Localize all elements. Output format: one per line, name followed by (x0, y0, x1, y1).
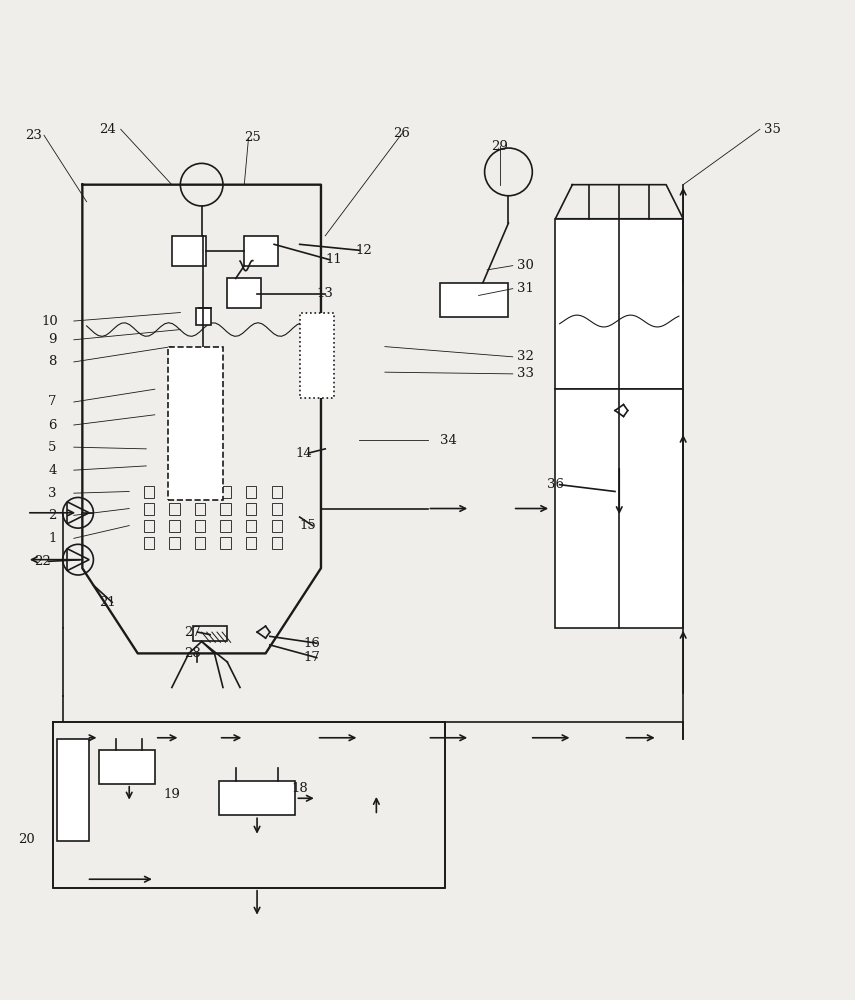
Bar (193, 626, 227, 641)
Bar (219, 781, 296, 815)
Bar (195, 486, 205, 498)
Text: 19: 19 (163, 788, 180, 801)
Bar (246, 537, 256, 549)
Text: 14: 14 (296, 447, 312, 460)
Bar (272, 486, 282, 498)
Text: 23: 23 (26, 129, 42, 142)
Text: 35: 35 (764, 123, 781, 136)
Text: 6: 6 (48, 419, 56, 432)
Text: 12: 12 (355, 244, 372, 257)
Bar (556, 389, 683, 628)
Bar (195, 503, 205, 515)
Bar (221, 503, 231, 515)
Bar (440, 283, 509, 317)
Bar (169, 520, 180, 532)
Text: 13: 13 (316, 287, 333, 300)
Bar (168, 347, 223, 500)
Text: 9: 9 (48, 333, 56, 346)
Text: 15: 15 (299, 519, 316, 532)
Bar (221, 486, 231, 498)
Text: 22: 22 (34, 555, 50, 568)
Text: 1: 1 (48, 532, 56, 545)
Bar (272, 520, 282, 532)
Bar (299, 313, 333, 398)
Text: 2: 2 (48, 509, 56, 522)
Bar (56, 739, 89, 841)
Text: 30: 30 (517, 259, 534, 272)
Text: 34: 34 (440, 434, 457, 447)
Text: 5: 5 (48, 441, 56, 454)
Text: 21: 21 (99, 596, 116, 609)
Text: 16: 16 (304, 637, 321, 650)
Text: 31: 31 (517, 282, 534, 295)
Bar (221, 520, 231, 532)
Text: 27: 27 (185, 626, 202, 639)
Bar (169, 537, 180, 549)
Text: 24: 24 (99, 123, 116, 136)
Text: 17: 17 (304, 651, 321, 664)
Bar (246, 486, 256, 498)
Text: 7: 7 (48, 395, 56, 408)
Text: 33: 33 (517, 367, 534, 380)
Bar (221, 537, 231, 549)
Bar (272, 537, 282, 549)
Bar (172, 236, 206, 266)
Bar (195, 537, 205, 549)
Text: 26: 26 (393, 127, 410, 140)
Bar (195, 520, 205, 532)
Bar (556, 219, 683, 389)
Bar (52, 722, 445, 888)
Text: 32: 32 (517, 350, 534, 363)
Text: 25: 25 (245, 131, 261, 144)
Bar (246, 520, 256, 532)
Bar (169, 486, 180, 498)
Text: 29: 29 (492, 140, 508, 153)
Text: 28: 28 (185, 647, 202, 660)
Bar (144, 520, 154, 532)
Text: 8: 8 (48, 355, 56, 368)
Text: 3: 3 (48, 487, 56, 500)
Bar (144, 537, 154, 549)
Bar (196, 308, 211, 325)
Text: 10: 10 (41, 315, 58, 328)
Text: 36: 36 (547, 478, 563, 491)
Bar (246, 503, 256, 515)
Bar (144, 486, 154, 498)
Bar (99, 750, 155, 784)
Text: 20: 20 (19, 833, 35, 846)
Bar (272, 503, 282, 515)
Bar (144, 503, 154, 515)
Text: 11: 11 (325, 253, 342, 266)
Bar (245, 236, 279, 266)
Bar (169, 503, 180, 515)
Text: 4: 4 (48, 464, 56, 477)
Bar (227, 278, 262, 308)
Text: 18: 18 (292, 782, 308, 795)
